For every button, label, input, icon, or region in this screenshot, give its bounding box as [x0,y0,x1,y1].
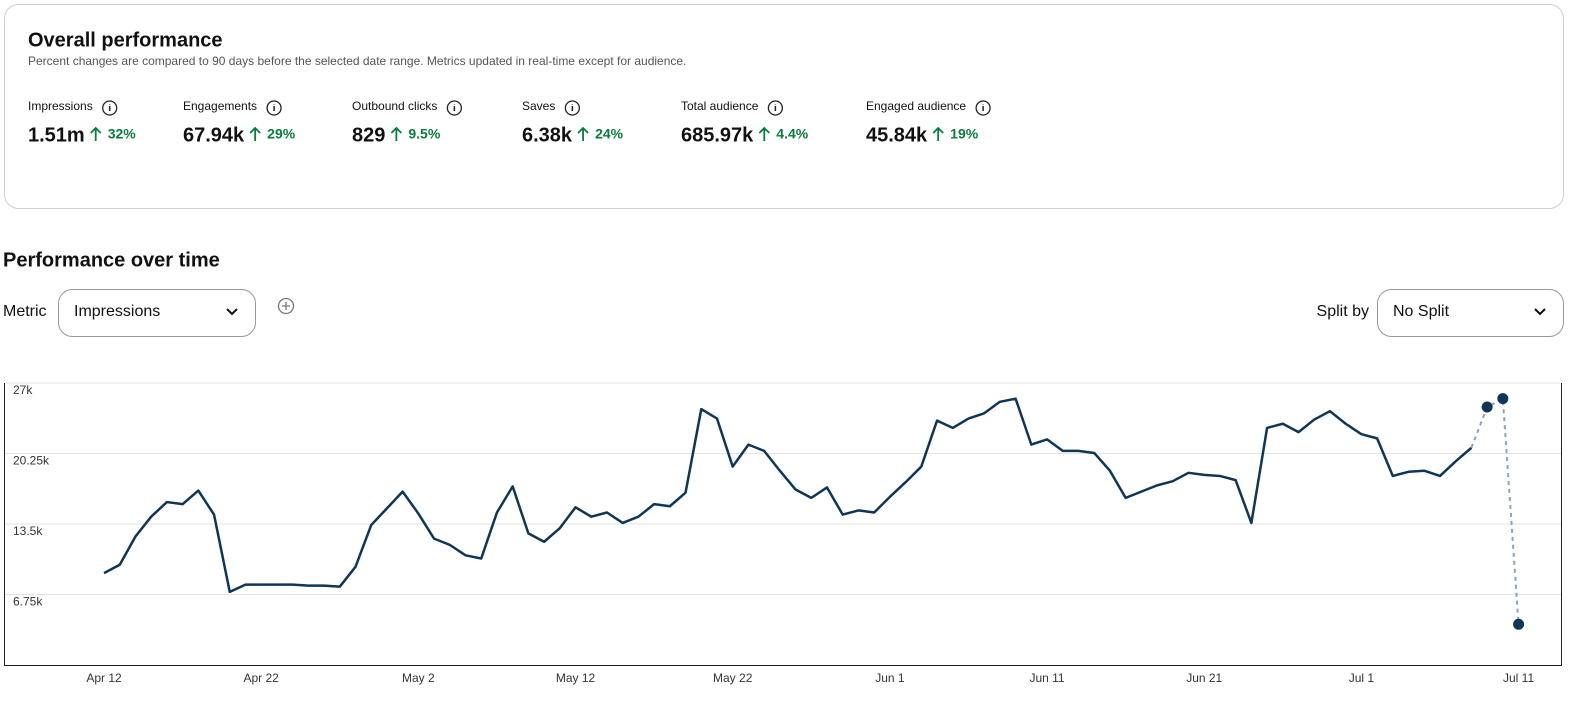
metric-change: 29% [267,126,296,142]
info-icon [767,100,784,116]
metric-value: 6.38k [522,124,573,146]
metric-value: 685.97k [681,124,754,146]
y-tick-label: 27k [13,383,33,397]
up-arrow [932,126,944,141]
metric-change: 19% [950,126,979,142]
up-arrow [249,126,261,141]
x-tick-label: Jun 1 [875,671,905,685]
x-tick-label: Jun 21 [1186,671,1222,685]
point [1481,401,1493,413]
metrics: Impressions 1.51m 32% Engagements 67.94k 29% O… [28,99,991,146]
metric-dropdown[interactable]: Impressions [58,289,256,337]
info-icon [266,100,282,116]
metric-change: 9.5% [408,126,440,142]
x-tick-label: Apr 22 [244,671,280,685]
x-tick-label: Jun 11 [1029,671,1064,685]
info-icon [975,100,991,116]
plus [282,302,290,310]
section-title: Performance over time [3,249,220,271]
dropdown-box[interactable] [58,289,256,337]
up-arrow [577,126,589,141]
metric-label: Metric [3,303,47,320]
plot-frame [4,383,1562,666]
metric-label: Engagements [183,99,257,113]
metric-label: Outbound clicks [352,99,437,113]
info-icon [102,100,118,116]
x-tick-label: May 2 [402,671,435,685]
dropdown-value[interactable]: No Split [1393,303,1450,320]
y-tick-label: 20.25k [13,454,50,468]
dropdown-value[interactable]: Impressions [74,303,160,320]
y-tick-label: 6.75k [13,595,43,609]
info-icon [446,100,463,116]
metric-value: 45.84k [866,124,928,146]
point [1513,618,1525,630]
metric-label: Impressions [28,99,93,113]
point [1497,393,1509,405]
add-metric[interactable] [277,297,295,315]
chart: 6.75k 13.5k 20.25k 27k Apr 12 Apr 22 May 2 May … [4,382,1562,685]
card-subtitle: Percent changes are compared to 90 days … [28,54,686,68]
card-title: Overall performance [28,29,223,51]
projected-line [1470,397,1520,625]
x-tick-label: May 22 [713,671,753,685]
metric-label: Saves [522,99,555,113]
info-icon [564,100,581,116]
x-tick-label: May 12 [556,671,596,685]
x-tick-label: Jul 11 [1503,671,1534,685]
dropdown-box[interactable] [1377,289,1564,337]
x-tick-label: Jul 1 [1349,671,1375,685]
up-arrow [758,126,770,141]
split-dropdown[interactable]: No Split [1377,289,1564,337]
metric-value: 1.51m [28,124,85,146]
metric-label: Total audience [681,99,759,113]
metric-label: Engaged audience [866,99,966,113]
x-tick-label: Apr 12 [86,671,122,685]
metric-change: 32% [108,126,137,142]
up-arrow [90,126,102,141]
up-arrow [390,126,403,141]
metric-change: 24% [595,126,624,142]
card [4,4,1564,209]
metric-value: 67.94k [183,124,245,146]
metric-value: 829 [352,124,385,146]
split-label: Split by [1317,303,1369,320]
line [103,397,1473,594]
metric-change: 4.4% [776,126,808,142]
chevron [1534,308,1546,316]
add-icon[interactable] [277,297,295,315]
chevron [226,308,238,316]
y-tick-label: 13.5k [13,524,43,538]
